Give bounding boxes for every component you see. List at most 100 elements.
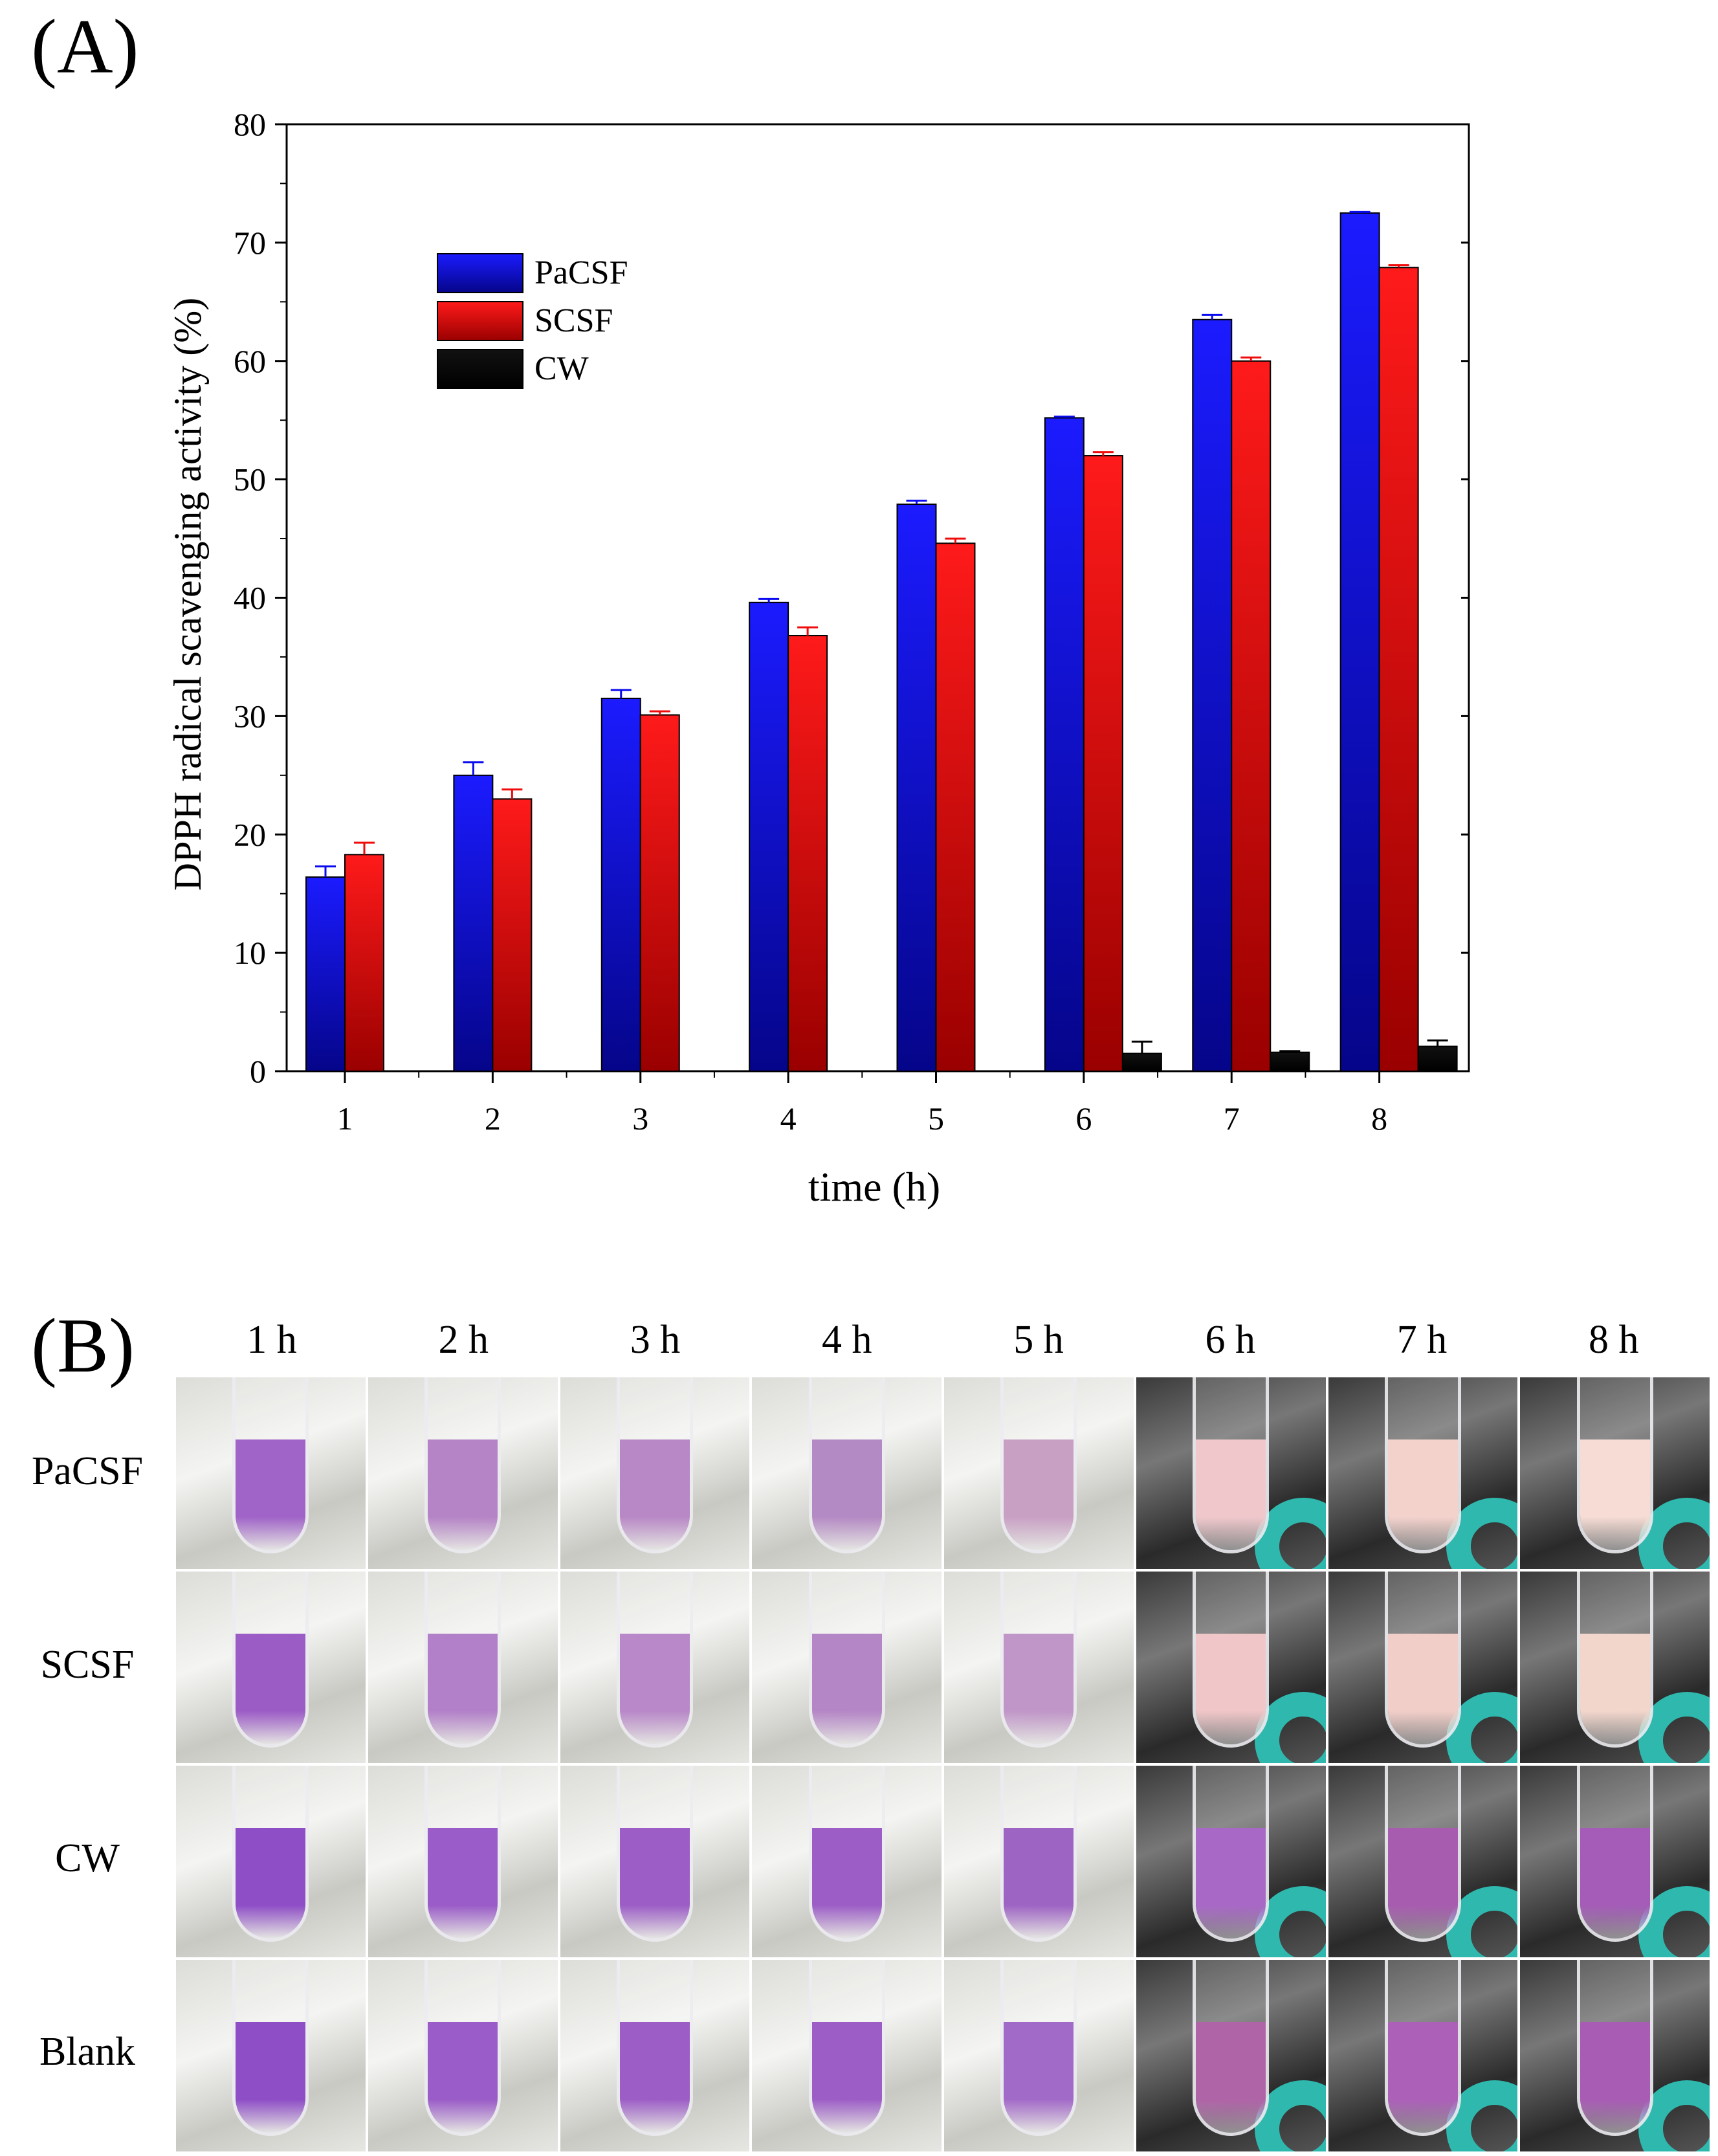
y-tick-label: 20 [234, 816, 266, 852]
test-tube [1384, 1960, 1461, 2137]
bar-pacsf [1044, 417, 1085, 1072]
column-label: 3 h [630, 1318, 681, 1362]
tube-photo [944, 1572, 1134, 1763]
column-label: 2 h [438, 1318, 489, 1362]
test-tube [232, 1377, 309, 1554]
column-label: 5 h [1013, 1318, 1064, 1362]
bar-scsf [344, 854, 384, 1072]
tube-solution [236, 1828, 306, 1939]
tube-solution [236, 1439, 306, 1551]
test-tube [232, 1766, 309, 1942]
tube-photo [752, 1377, 942, 1569]
panel-label-b: (B) [31, 1302, 135, 1388]
legend-label-scsf: SCSF [534, 302, 613, 339]
test-tube [1193, 1572, 1270, 1748]
tube-photo [1328, 1960, 1518, 2151]
x-tick-label: 3 [632, 1100, 648, 1137]
test-tube [1000, 1766, 1077, 1942]
tube-solution [236, 1634, 306, 1745]
tube-photo [752, 1766, 942, 1957]
tube-solution [1196, 2022, 1266, 2133]
test-tube [808, 1766, 885, 1942]
tube-photo [368, 1572, 558, 1763]
panel-label-a: (A) [31, 3, 139, 89]
column-label: 7 h [1396, 1318, 1448, 1362]
test-tube [616, 1377, 693, 1554]
y-tick-label: 10 [234, 935, 266, 971]
tube-photo [560, 1960, 750, 2151]
column-label: 1 h [247, 1318, 297, 1362]
test-tube [1000, 1572, 1077, 1748]
y-tick-label: 0 [250, 1053, 266, 1089]
bar-pacsf [896, 504, 937, 1072]
bar-cw [1417, 1045, 1458, 1072]
bar-pacsf [453, 774, 494, 1072]
tube-solution [1004, 1634, 1074, 1745]
x-tick-label: 4 [780, 1100, 797, 1137]
column-label: 8 h [1589, 1318, 1639, 1362]
bar-scsf [1231, 360, 1272, 1072]
y-tick-label: 60 [234, 343, 266, 379]
tube-photo [560, 1766, 750, 1957]
tube-solution [1580, 1828, 1650, 1939]
tube-solution [619, 1828, 690, 1939]
tube-solution [1196, 1439, 1266, 1551]
chart-panel-a: (A) 0 10 20 30 40 50 60 70 80 1 2 3 4 5 6 7 8 PaCSF SCSF CW… [31, 3, 1470, 1210]
test-tube [424, 1766, 501, 1942]
x-tick-label: 6 [1075, 1100, 1092, 1137]
test-tube [1193, 1377, 1270, 1554]
tube-photo [368, 1377, 558, 1569]
tube-solution [1580, 2022, 1650, 2133]
tube-solution [428, 1634, 498, 1745]
x-tick-label: 8 [1371, 1100, 1387, 1137]
tube-solution [236, 2022, 306, 2133]
tube-photo [1328, 1766, 1518, 1957]
tube-solution [811, 1439, 882, 1551]
tube-solution [1387, 1634, 1458, 1745]
test-tube [1384, 1766, 1461, 1942]
tube-photo [1328, 1377, 1518, 1569]
y-axis-label: DPPH radical scavenging activity (%) [166, 298, 209, 891]
test-tube [1000, 1377, 1077, 1554]
test-tube [616, 1572, 693, 1748]
legend-label-pacsf: PaCSF [534, 254, 628, 291]
tube-photo [176, 1572, 366, 1763]
tube-solution [619, 1439, 690, 1551]
bar-pacsf [1192, 318, 1233, 1072]
tube-photo [1520, 1960, 1710, 2151]
legend-swatch-pacsf [437, 253, 523, 293]
bar-scsf [1083, 455, 1123, 1072]
y-tick-label: 30 [234, 698, 266, 734]
test-tube [424, 1572, 501, 1748]
test-tube [1000, 1960, 1077, 2137]
tube-solution [1004, 2022, 1074, 2133]
tube-solution [428, 1439, 498, 1551]
tube-solution [619, 1634, 690, 1745]
test-tube [808, 1377, 885, 1554]
tube-photo [368, 1766, 558, 1957]
tube-photo [944, 1960, 1134, 2151]
test-tube [808, 1572, 885, 1748]
tube-photo [1520, 1377, 1710, 1569]
test-tube [616, 1766, 693, 1942]
tube-solution [1196, 1828, 1266, 1939]
tube-solution [1387, 2022, 1458, 2133]
test-tube [1193, 1960, 1270, 2137]
tube-photo [176, 1960, 366, 2151]
tube-photo [368, 1960, 558, 2151]
tube-solution [1580, 1634, 1650, 1745]
tube-solution [811, 2022, 882, 2133]
bar-scsf [787, 635, 828, 1072]
y-tick-label: 70 [234, 225, 266, 261]
tube-solution [1196, 1634, 1266, 1745]
test-tube [1576, 1766, 1653, 1942]
tube-solution [1387, 1439, 1458, 1551]
x-tick-label: 1 [337, 1100, 353, 1137]
row-label: Blank [39, 2029, 136, 2074]
test-tube [424, 1960, 501, 2137]
test-tube [1576, 1377, 1653, 1554]
bar-pacsf [600, 697, 641, 1072]
bar-scsf [935, 542, 976, 1072]
bar-cw [1121, 1052, 1162, 1072]
bar-scsf [1378, 267, 1419, 1072]
